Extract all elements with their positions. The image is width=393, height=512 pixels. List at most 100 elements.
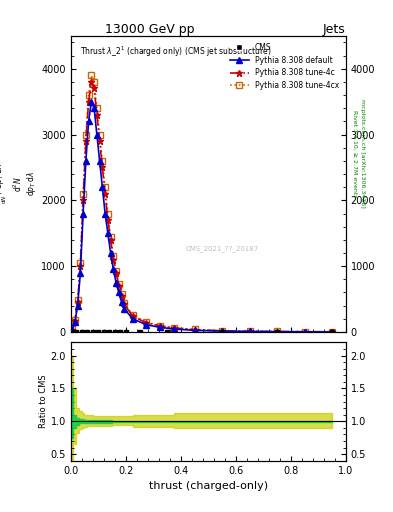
Pythia 8.308 tune-4cx [116, 281, 121, 287]
Pythia 8.308 default [220, 328, 224, 334]
Pythia 8.308 tune-4cx [119, 291, 124, 297]
Pythia 8.308 tune-4c [86, 99, 91, 105]
Pythia 8.308 default [330, 329, 334, 335]
Pythia 8.308 tune-4cx [94, 105, 99, 111]
Pythia 8.308 default [116, 289, 121, 295]
Pythia 8.308 default [89, 99, 94, 105]
Pythia 8.308 tune-4cx [220, 328, 224, 334]
Pythia 8.308 default [81, 210, 86, 217]
Pythia 8.308 tune-4c [192, 327, 197, 333]
Pythia 8.308 default [86, 118, 91, 124]
Pythia 8.308 default [83, 158, 88, 164]
Pythia 8.308 default [94, 132, 99, 138]
Pythia 8.308 tune-4c [171, 325, 176, 331]
Pythia 8.308 tune-4cx [105, 210, 110, 217]
Pythia 8.308 default [171, 326, 176, 332]
Pythia 8.308 tune-4c [116, 283, 121, 289]
Text: 13000 GeV pp: 13000 GeV pp [105, 23, 194, 36]
Pythia 8.308 default [122, 306, 127, 312]
Pythia 8.308 default [97, 158, 102, 164]
Pythia 8.308 tune-4c [83, 138, 88, 144]
Pythia 8.308 default [247, 328, 252, 334]
Pythia 8.308 tune-4cx [171, 325, 176, 331]
Pythia 8.308 tune-4c [108, 237, 113, 243]
Pythia 8.308 tune-4c [78, 263, 83, 269]
Line: Pythia 8.308 default: Pythia 8.308 default [69, 99, 335, 335]
Pythia 8.308 default [70, 327, 75, 333]
Pythia 8.308 default [158, 324, 163, 330]
Pythia 8.308 tune-4c [94, 112, 99, 118]
Pythia 8.308 tune-4cx [86, 92, 91, 98]
Pythia 8.308 tune-4c [144, 319, 149, 326]
Pythia 8.308 tune-4c [122, 301, 127, 307]
Pythia 8.308 default [105, 230, 110, 237]
Text: Jets: Jets [323, 23, 346, 36]
Pythia 8.308 tune-4cx [81, 190, 86, 197]
Line: Pythia 8.308 tune-4c: Pythia 8.308 tune-4c [69, 78, 336, 335]
Pythia 8.308 tune-4cx [75, 297, 80, 304]
Pythia 8.308 tune-4c [70, 327, 75, 333]
Pythia 8.308 tune-4cx [114, 268, 119, 274]
Pythia 8.308 tune-4cx [100, 158, 105, 164]
Pythia 8.308 default [130, 316, 135, 322]
Pythia 8.308 tune-4c [100, 164, 105, 170]
Pythia 8.308 tune-4cx [111, 253, 116, 260]
Pythia 8.308 tune-4cx [247, 328, 252, 334]
Pythia 8.308 default [114, 280, 119, 286]
Pythia 8.308 default [103, 210, 108, 217]
Pythia 8.308 tune-4c [114, 270, 119, 276]
Text: CMS_2021_??_20187: CMS_2021_??_20187 [185, 246, 259, 252]
Pythia 8.308 tune-4c [119, 293, 124, 299]
Pythia 8.308 tune-4c [302, 329, 307, 335]
Pythia 8.308 default [302, 329, 307, 335]
Pythia 8.308 default [75, 303, 80, 309]
Pythia 8.308 default [78, 270, 83, 276]
Pythia 8.308 tune-4cx [158, 323, 163, 329]
Pythia 8.308 tune-4c [275, 328, 279, 334]
Pythia 8.308 default [275, 329, 279, 335]
Pythia 8.308 tune-4c [158, 323, 163, 329]
Pythia 8.308 tune-4c [111, 257, 116, 263]
Pythia 8.308 tune-4cx [83, 132, 88, 138]
Pythia 8.308 default [108, 250, 113, 256]
Pythia 8.308 tune-4c [220, 328, 224, 334]
Pythia 8.308 tune-4c [92, 86, 97, 92]
Pythia 8.308 default [144, 322, 149, 328]
Text: Thrust $\lambda\_2^1$ (charged only) (CMS jet substructure): Thrust $\lambda\_2^1$ (charged only) (CM… [79, 45, 271, 59]
Pythia 8.308 tune-4cx [92, 79, 97, 85]
Pythia 8.308 tune-4cx [192, 327, 197, 333]
Pythia 8.308 tune-4cx [144, 319, 149, 325]
Text: mcplots.cern.ch [arXiv:1306.3436]: mcplots.cern.ch [arXiv:1306.3436] [360, 99, 365, 208]
Legend: CMS, Pythia 8.308 default, Pythia 8.308 tune-4c, Pythia 8.308 tune-4cx: CMS, Pythia 8.308 default, Pythia 8.308 … [226, 39, 342, 93]
Pythia 8.308 default [111, 266, 116, 272]
Line: Pythia 8.308 tune-4cx: Pythia 8.308 tune-4cx [69, 73, 335, 334]
Y-axis label: $\frac{1}{\mathrm{d}N}$ / $\mathrm{d}p_T\,\mathrm{d}\lambda$
$\mathrm{d}^2 N$
$\: $\frac{1}{\mathrm{d}N}$ / $\mathrm{d}p_T… [0, 163, 39, 204]
Pythia 8.308 default [100, 184, 105, 190]
Pythia 8.308 tune-4cx [78, 260, 83, 266]
Pythia 8.308 tune-4cx [275, 328, 279, 334]
Pythia 8.308 tune-4c [247, 328, 252, 334]
Pythia 8.308 tune-4c [81, 197, 86, 203]
Pythia 8.308 tune-4c [89, 79, 94, 85]
Pythia 8.308 tune-4cx [103, 184, 108, 190]
Pythia 8.308 tune-4cx [302, 329, 307, 335]
Pythia 8.308 tune-4cx [72, 317, 77, 323]
Pythia 8.308 default [192, 327, 197, 333]
Pythia 8.308 tune-4cx [70, 327, 75, 333]
Pythia 8.308 default [92, 105, 97, 111]
Text: Rivet 3.1.10, ≥ 2.7M events: Rivet 3.1.10, ≥ 2.7M events [352, 110, 357, 198]
Pythia 8.308 tune-4cx [122, 300, 127, 306]
Pythia 8.308 tune-4c [105, 217, 110, 223]
Pythia 8.308 tune-4cx [330, 329, 334, 335]
Pythia 8.308 tune-4c [130, 313, 135, 319]
Pythia 8.308 tune-4c [330, 329, 334, 335]
Y-axis label: Ratio to CMS: Ratio to CMS [39, 375, 48, 429]
Pythia 8.308 tune-4cx [97, 132, 102, 138]
Pythia 8.308 default [119, 300, 124, 306]
Pythia 8.308 tune-4cx [108, 233, 113, 240]
Pythia 8.308 tune-4cx [89, 72, 94, 78]
Pythia 8.308 tune-4c [75, 300, 80, 306]
Pythia 8.308 tune-4c [97, 138, 102, 144]
Pythia 8.308 tune-4c [103, 190, 108, 197]
X-axis label: thrust (charged-only): thrust (charged-only) [149, 481, 268, 491]
